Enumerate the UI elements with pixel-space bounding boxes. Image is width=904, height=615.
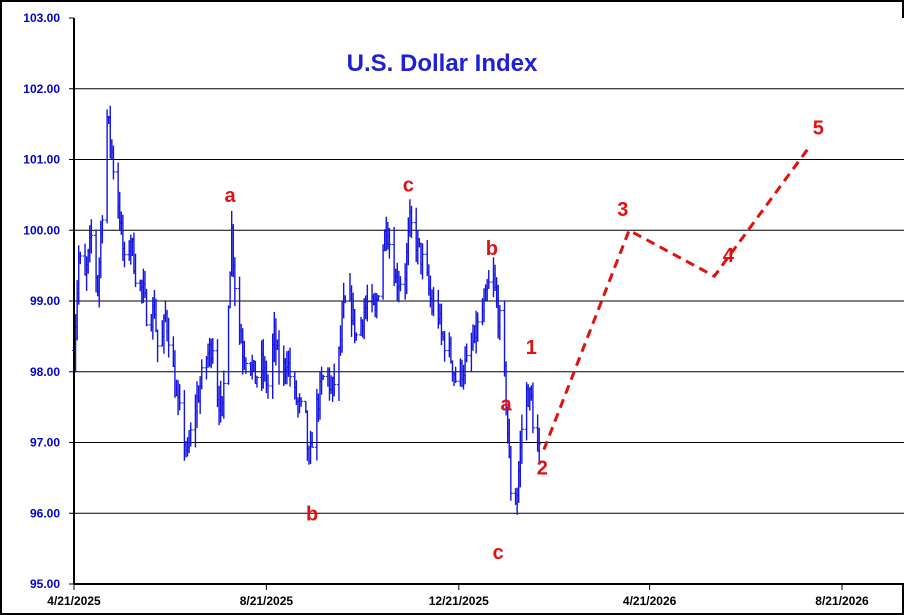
wave-label: c [403,174,414,196]
wave-label: 4 [723,245,735,267]
y-tick-label: 97.00 [30,436,60,450]
wave-label: a [225,185,237,207]
y-tick-label: 101.00 [23,153,60,167]
wave-label: b [486,238,498,260]
y-tick-label: 98.00 [30,365,60,379]
grid-lines [74,88,904,514]
wave-label: b [306,503,318,525]
wave-annotations: a b c a b c 1 2 3 4 5 [225,118,824,564]
wave-label: a [501,394,513,416]
x-tick-label: 8/21/2025 [240,594,294,608]
projection-series [542,144,812,451]
wave-label: 5 [813,118,824,140]
wave-label: 2 [537,457,548,479]
y-tick-label: 99.00 [30,294,60,308]
y-tick-label: 100.00 [23,223,60,237]
y-tick-label: 103.00 [23,11,60,25]
y-tick-label: 96.00 [30,506,60,520]
wave-label: 3 [617,199,628,221]
chart-title: U.S. Dollar Index [347,50,538,77]
x-tick-label: 8/21/2026 [815,594,869,608]
y-tick-label: 102.00 [23,82,60,96]
projection-line [542,144,812,451]
y-tick-label: 95.00 [30,577,60,591]
x-tick-label: 4/21/2026 [623,594,677,608]
wave-label: c [493,542,504,564]
x-tick-label: 12/21/2025 [429,594,489,608]
wave-label: 1 [526,337,537,359]
price-series [72,105,542,515]
axes: 103.00 102.00 101.00 100.00 99.00 98.00 97.00 9… [23,11,904,608]
x-tick-label: 4/21/2025 [47,594,101,608]
